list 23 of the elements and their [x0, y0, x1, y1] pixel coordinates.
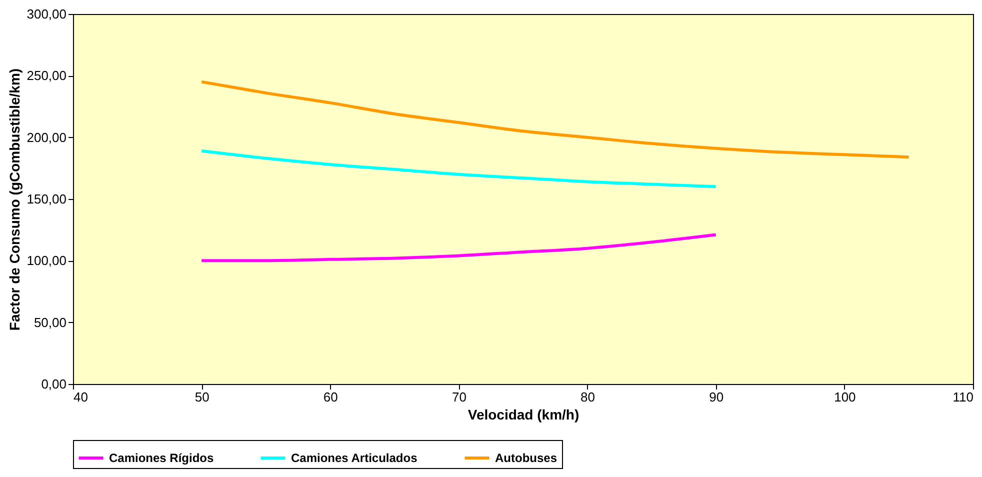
legend-label: Camiones Articulados [291, 451, 418, 465]
x-tick-label: 110 [952, 390, 974, 404]
y-tick-label: 150,00 [26, 192, 66, 206]
legend-label: Autobuses [495, 451, 558, 465]
x-tick-label: 100 [834, 390, 856, 404]
y-axis-title: Factor de Consumo (gCombustible/km) [6, 68, 23, 331]
line-series [200, 233, 718, 262]
line-series [200, 80, 910, 159]
x-tick-label: 40 [74, 390, 88, 404]
y-tick-label: 100,00 [26, 253, 66, 268]
y-tick-label: 50,00 [34, 314, 66, 330]
y-tick-label: 200,00 [26, 130, 66, 145]
line-series [200, 149, 718, 188]
x-tick-label: 50 [194, 390, 210, 404]
x-tick-label: 80 [580, 390, 596, 404]
x-tick-label: 70 [452, 390, 466, 404]
x-tick-label: 90 [709, 390, 724, 404]
x-axis-title: Velocidad (km/h) [468, 406, 580, 422]
legend-label: Camiones Rígidos [109, 451, 214, 465]
y-tick-label: 250,00 [26, 68, 66, 84]
x-tick-label: 60 [323, 390, 338, 404]
y-tick-label: 300,00 [26, 6, 66, 22]
y-tick-label: 0,00 [41, 376, 66, 392]
